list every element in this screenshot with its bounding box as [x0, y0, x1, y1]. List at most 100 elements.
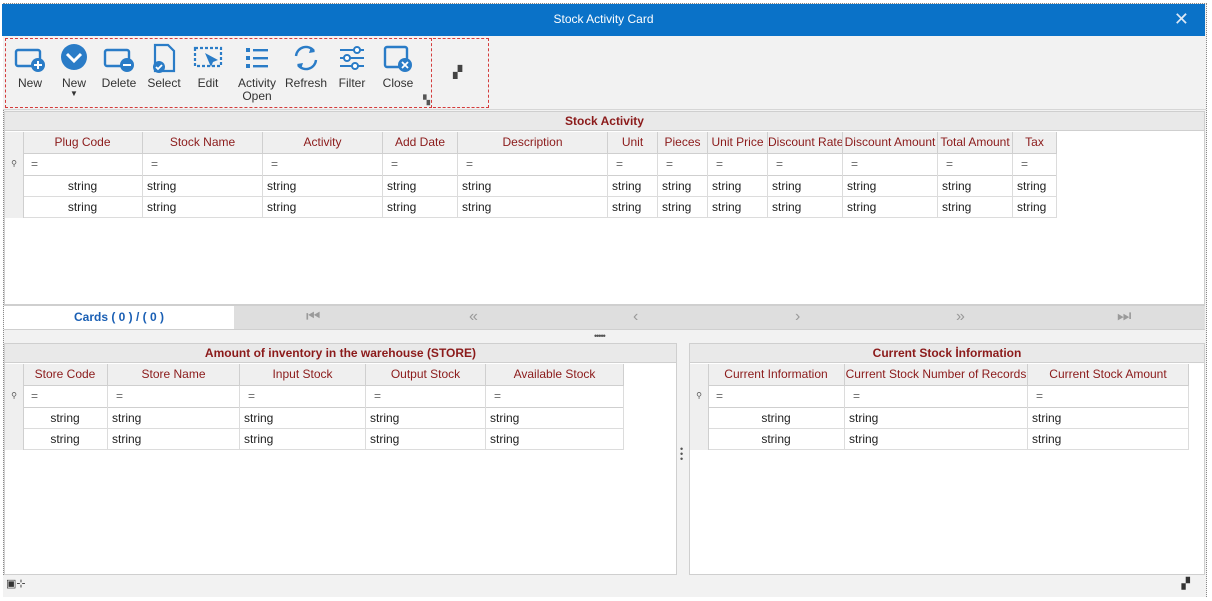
- col-header-add-date[interactable]: Add Date: [383, 132, 458, 154]
- col-header-unit-price[interactable]: Unit Price: [708, 132, 768, 154]
- window-close-button[interactable]: ✕: [1173, 9, 1189, 29]
- filter-cell[interactable]: =: [240, 386, 366, 408]
- previous-page-icon[interactable]: «: [469, 308, 478, 325]
- col-header-total-amount[interactable]: Total Amount: [938, 132, 1013, 154]
- table-cell[interactable]: string: [458, 176, 608, 197]
- table-cell[interactable]: string: [366, 429, 486, 450]
- table-cell[interactable]: string: [383, 176, 458, 197]
- table-cell[interactable]: string: [608, 176, 658, 197]
- table-cell[interactable]: string: [240, 429, 366, 450]
- table-cell[interactable]: string: [143, 176, 263, 197]
- table-cell[interactable]: string: [366, 408, 486, 429]
- next-page-icon[interactable]: »: [956, 308, 965, 325]
- table-cell[interactable]: string: [843, 176, 938, 197]
- table-cell[interactable]: string: [143, 197, 263, 218]
- first-record-icon[interactable]: ⏮: [306, 308, 321, 325]
- col-header-unit[interactable]: Unit: [608, 132, 658, 154]
- filter-cell[interactable]: =: [383, 154, 458, 176]
- filter-cell[interactable]: =: [843, 154, 938, 176]
- table-cell[interactable]: string: [23, 197, 143, 218]
- col-header-output-stock[interactable]: Output Stock: [366, 364, 486, 386]
- filter-cell[interactable]: =: [768, 154, 843, 176]
- filter-cell[interactable]: =: [366, 386, 486, 408]
- filter-cell[interactable]: =: [658, 154, 708, 176]
- filter-cell[interactable]: =: [708, 386, 845, 408]
- filter-button[interactable]: Filter: [330, 43, 374, 90]
- delete-button[interactable]: Delete: [97, 43, 141, 90]
- table-cell[interactable]: string: [383, 197, 458, 218]
- table-cell[interactable]: string: [708, 429, 845, 450]
- table-cell[interactable]: string: [108, 408, 240, 429]
- filter-cell[interactable]: =: [23, 386, 108, 408]
- table-cell[interactable]: string: [1028, 429, 1189, 450]
- filter-cell[interactable]: =: [486, 386, 624, 408]
- table-cell[interactable]: string: [263, 197, 383, 218]
- table-cell[interactable]: string: [1028, 408, 1189, 429]
- col-header-tax[interactable]: Tax: [1013, 132, 1057, 154]
- col-header-activity[interactable]: Activity: [263, 132, 383, 154]
- col-header-stock-name[interactable]: Stock Name: [143, 132, 263, 154]
- table-row[interactable]: string string string: [690, 408, 1189, 429]
- customize-layout-icon[interactable]: ▞: [1181, 578, 1190, 590]
- next-record-icon[interactable]: ›: [795, 308, 801, 325]
- col-header-discount-rate[interactable]: Discount Rate: [768, 132, 843, 154]
- col-header-discount-amount[interactable]: Discount Amount: [843, 132, 938, 154]
- filter-cell[interactable]: =: [708, 154, 768, 176]
- col-header-pieces[interactable]: Pieces: [658, 132, 708, 154]
- table-cell[interactable]: string: [843, 197, 938, 218]
- col-header-current-information[interactable]: Current Information: [708, 364, 845, 386]
- table-cell[interactable]: string: [845, 429, 1028, 450]
- table-row[interactable]: string string string string string: [5, 408, 624, 429]
- activity-open-button[interactable]: Activity Open: [234, 43, 280, 103]
- filter-cell[interactable]: =: [23, 154, 143, 176]
- col-header-input-stock[interactable]: Input Stock: [240, 364, 366, 386]
- table-row[interactable]: string string string string string: [5, 429, 624, 450]
- previous-record-icon[interactable]: ‹: [633, 308, 639, 325]
- col-header-available-stock[interactable]: Available Stock: [486, 364, 624, 386]
- col-header-current-stock-amount[interactable]: Current Stock Amount: [1028, 364, 1189, 386]
- filter-cell[interactable]: =: [938, 154, 1013, 176]
- table-row[interactable]: string string string: [690, 429, 1189, 450]
- table-cell[interactable]: string: [240, 408, 366, 429]
- last-record-icon[interactable]: ⏭: [1117, 308, 1132, 325]
- close-button[interactable]: Close: [376, 43, 420, 90]
- table-cell[interactable]: string: [708, 197, 768, 218]
- col-header-current-stock-records[interactable]: Current Stock Number of Records: [845, 364, 1028, 386]
- table-cell[interactable]: string: [458, 197, 608, 218]
- filter-cell[interactable]: =: [608, 154, 658, 176]
- refresh-button[interactable]: Refresh: [284, 43, 328, 90]
- table-cell[interactable]: string: [108, 429, 240, 450]
- table-cell[interactable]: string: [768, 176, 843, 197]
- table-cell[interactable]: string: [1013, 197, 1057, 218]
- table-cell[interactable]: string: [486, 429, 624, 450]
- table-cell[interactable]: string: [708, 176, 768, 197]
- table-cell[interactable]: string: [23, 408, 108, 429]
- col-header-store-name[interactable]: Store Name: [108, 364, 240, 386]
- edit-button[interactable]: Edit: [186, 43, 230, 90]
- select-button[interactable]: Select: [142, 43, 186, 90]
- table-row[interactable]: string string string string string strin…: [5, 197, 1057, 218]
- vertical-splitter[interactable]: • • •: [677, 343, 689, 575]
- filter-cell[interactable]: =: [1013, 154, 1057, 176]
- filter-cell[interactable]: =: [263, 154, 383, 176]
- table-cell[interactable]: string: [23, 429, 108, 450]
- layout-control-icon[interactable]: ▣⊹: [6, 578, 26, 590]
- col-header-store-code[interactable]: Store Code: [23, 364, 108, 386]
- table-cell[interactable]: string: [263, 176, 383, 197]
- filter-cell[interactable]: =: [1028, 386, 1189, 408]
- table-cell[interactable]: string: [938, 176, 1013, 197]
- table-cell[interactable]: string: [938, 197, 1013, 218]
- col-header-description[interactable]: Description: [458, 132, 608, 154]
- filter-cell[interactable]: =: [143, 154, 263, 176]
- group-expander-icon[interactable]: ▚: [423, 95, 430, 105]
- filter-cell[interactable]: =: [845, 386, 1028, 408]
- table-cell[interactable]: string: [608, 197, 658, 218]
- horizontal-splitter-grip[interactable]: •••••: [594, 331, 606, 341]
- new-dropdown-button[interactable]: New ▼: [52, 43, 96, 98]
- customize-toolbar-icon[interactable]: ▞: [453, 65, 463, 79]
- table-cell[interactable]: string: [845, 408, 1028, 429]
- filter-cell[interactable]: =: [458, 154, 608, 176]
- table-cell[interactable]: string: [23, 176, 143, 197]
- table-cell[interactable]: string: [1013, 176, 1057, 197]
- table-cell[interactable]: string: [486, 408, 624, 429]
